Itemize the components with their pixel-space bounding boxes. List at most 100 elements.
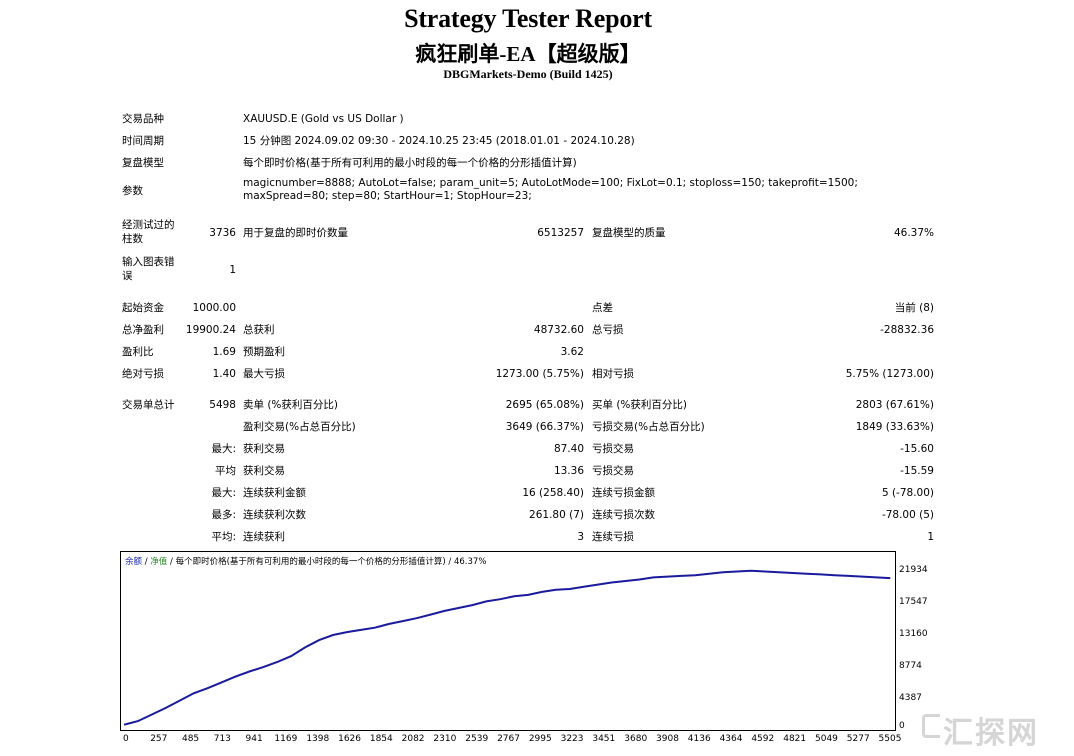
legend-rest: / 每个即时价格(基于所有可利用的最小时段的每一个价格的分形插值计算) / 46…: [167, 557, 487, 567]
abs-drawdown-label: 绝对亏损: [122, 368, 164, 380]
x-tick-label: 3908: [656, 734, 679, 744]
short-positions-value: 2695 (65.08%): [505, 399, 584, 411]
max-drawdown-label: 最大亏损: [243, 368, 285, 380]
gross-profit-label: 总获利: [243, 324, 275, 336]
y-tick-label: 4387: [899, 692, 922, 703]
profit-trades-label: 盈利交易(%占总百分比): [243, 421, 356, 433]
x-tick-label: 2082: [401, 734, 425, 744]
mismatch-label: 输入图表错误: [122, 256, 175, 282]
symbol-value: XAUUSD.E (Gold vs US Dollar ): [243, 113, 404, 125]
params-value: magicnumber=8888; AutoLot=false; param_u…: [243, 177, 858, 202]
period-value: 15 分钟图 2024.09.02 09:30 - 2024.10.25 23:…: [243, 135, 635, 147]
loss-trades-label: 亏损交易(%占总百分比): [592, 421, 705, 433]
y-tick-label: 13160: [899, 629, 928, 639]
balance-line: [123, 569, 891, 726]
x-tick-label: 2767: [497, 734, 520, 744]
max-consec-losses-value: 5 (-78.00): [881, 487, 934, 499]
short-positions-label: 卖单 (%获利百分比): [243, 399, 339, 411]
avg-label: 平均:: [211, 531, 236, 543]
report-title: Strategy Tester Report: [404, 4, 652, 33]
bars-label: 经测试过的柱数: [122, 219, 175, 245]
largest-loss-label: 亏损交易: [592, 443, 634, 455]
total-trades-label: 交易单总计: [122, 399, 175, 411]
x-tick-label: 2995: [528, 734, 552, 744]
x-tick-label: 2539: [465, 734, 489, 744]
largest-label: 最大:: [211, 443, 236, 455]
server-build: DBGMarkets-Demo (Build 1425): [443, 67, 613, 81]
max-consec-losses-label: 连续亏损金额: [592, 487, 655, 499]
average-label: 平均: [215, 465, 236, 477]
max-consec-wins-label: 连续获利金额: [243, 487, 306, 499]
average-loss-value: -15.59: [900, 465, 934, 477]
x-tick-label: 5505: [878, 734, 902, 744]
x-tick-label: 257: [150, 734, 168, 744]
x-tick-label: 713: [213, 734, 231, 744]
legend-equity: 净值: [150, 557, 168, 567]
total-trades-value: 5498: [209, 399, 236, 411]
x-tick-label: 941: [245, 734, 263, 744]
long-positions-label: 买单 (%获利百分比): [592, 399, 688, 411]
profit-factor-label: 盈利比: [122, 346, 154, 358]
profit-factor-value: 1.69: [212, 346, 236, 358]
deposit-label: 起始资金: [122, 302, 164, 314]
x-tick-label: 4364: [719, 734, 743, 744]
x-tick-label: 3223: [560, 734, 584, 744]
y-tick-label: 8774: [899, 660, 922, 671]
x-tick-label: 1398: [306, 734, 330, 744]
avg-consec-wins-label: 连续获利: [243, 531, 285, 543]
bars-value: 3736: [209, 227, 236, 239]
x-tick-label: 1854: [369, 734, 393, 744]
quality-value: 46.37%: [893, 227, 934, 239]
y-tick-label: 17547: [899, 597, 928, 607]
period-label: 时间周期: [122, 135, 164, 147]
x-tick-label: 4592: [751, 734, 775, 744]
rel-drawdown-value: 5.75% (1273.00): [845, 368, 934, 380]
expected-payoff-label: 预期盈利: [243, 346, 285, 358]
x-tick-label: 3451: [592, 734, 616, 744]
abs-drawdown-value: 1.40: [212, 368, 236, 380]
max-consec-wins-value: 16 (258.40): [522, 487, 584, 499]
x-tick-label: 1626: [338, 734, 361, 744]
spread-label: 点差: [592, 302, 613, 314]
model-label: 复盘模型: [122, 157, 164, 169]
average-loss-label: 亏损交易: [592, 465, 634, 477]
balance-chart: 余额 / 净值 / 每个即时价格(基于所有可利用的最小时段的每一个价格的分形插值…: [120, 551, 896, 731]
x-tick-label: 5049: [815, 734, 838, 744]
legend-sep: /: [142, 557, 151, 567]
maximal-consec-loss-label: 连续亏损次数: [592, 509, 655, 521]
gross-profit-value: 48732.60: [533, 324, 584, 336]
maximal-consec-profit-value: 261.80 (7): [529, 509, 584, 521]
gross-loss-value: -28832.36: [880, 324, 934, 336]
profit-trades-value: 3649 (66.37%): [505, 421, 584, 433]
ea-name: 疯狂刷单-EA【超级版】: [415, 42, 641, 66]
chart-legend: 余额 / 净值 / 每个即时价格(基于所有可利用的最小时段的每一个价格的分形插值…: [125, 555, 486, 567]
largest-profit-label: 获利交易: [243, 443, 285, 455]
net-profit-value: 19900.24: [185, 324, 236, 336]
model-value: 每个即时价格(基于所有可利用的最小时段的每一个价格的分形插值计算): [243, 157, 577, 169]
net-profit-label: 总净盈利: [122, 324, 164, 336]
watermark-logo-icon: [922, 714, 940, 738]
ticks-label: 用于复盘的即时价数量: [243, 227, 348, 239]
y-tick-label: 21934: [899, 565, 928, 575]
params-label: 参数: [122, 185, 143, 197]
x-tick-label: 3680: [624, 734, 648, 744]
largest-loss-value: -15.60: [900, 443, 934, 455]
rel-drawdown-label: 相对亏损: [592, 368, 634, 380]
avg-consec-wins-value: 3: [577, 531, 584, 543]
average-profit-value: 13.36: [553, 465, 584, 477]
x-tick-label: 5277: [846, 734, 870, 744]
y-tick-label: 0: [899, 721, 905, 731]
largest-profit-value: 87.40: [553, 443, 584, 455]
expected-payoff-value: 3.62: [560, 346, 584, 358]
x-tick-label: 4821: [783, 734, 807, 744]
x-tick-label: 1169: [274, 734, 298, 744]
x-tick-label: 0: [123, 734, 129, 744]
mismatch-value: 1: [229, 264, 236, 276]
ticks-value: 6513257: [537, 227, 584, 239]
avg-consec-losses-label: 连续亏损: [592, 531, 634, 543]
max-drawdown-value: 1273.00 (5.75%): [495, 368, 584, 380]
maximal-consec-loss-value: -78.00 (5): [881, 509, 934, 521]
quality-label: 复盘模型的质量: [592, 227, 666, 239]
loss-trades-value: 1849 (33.63%): [855, 421, 934, 433]
deposit-value: 1000.00: [192, 302, 236, 314]
